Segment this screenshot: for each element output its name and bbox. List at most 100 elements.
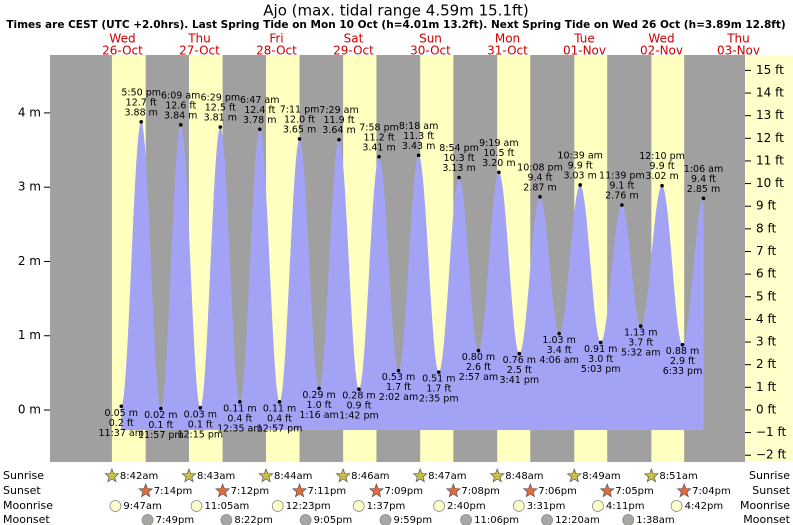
extreme-label: 0.11 m (223, 403, 256, 414)
row-label: Sunset (3, 484, 41, 497)
extreme-label: 3.7 ft (628, 338, 653, 349)
extreme-dot (357, 387, 361, 392)
weekday-label: Sun (419, 32, 442, 46)
extreme-label: 3.81 m (204, 113, 237, 124)
y2-tick-label: 4 ft (756, 312, 776, 326)
y2-tick-label: 12 ft (756, 131, 784, 145)
moonset-icon (379, 514, 392, 525)
sun-icon (181, 468, 197, 483)
date-label: 27-Oct (179, 44, 220, 58)
extreme-dot (578, 183, 582, 187)
extreme-label: 12.5 ft (205, 103, 236, 114)
extreme-label: 9.4 ft (691, 174, 716, 185)
extreme-label: 7:29 am (319, 105, 358, 116)
y2-tick-label: 3 ft (756, 335, 776, 349)
moonset-icon (299, 514, 312, 525)
y2-tick-label: 8 ft (756, 221, 776, 235)
extreme-dot (557, 331, 561, 336)
extreme-label: 5:03 pm (581, 364, 621, 375)
sun-icon (104, 468, 120, 483)
sun-icon (676, 483, 692, 498)
moonrise-time: 3:31pm (527, 501, 566, 512)
extreme-label: 3.0 ft (588, 354, 613, 365)
y2-tick-label: 6 ft (756, 267, 776, 281)
extreme-dot (680, 342, 685, 347)
moonset-icon (141, 514, 154, 525)
extreme-label: 2.6 ft (466, 362, 491, 373)
sun-icon (489, 468, 505, 483)
sun-icon (643, 468, 659, 483)
moonrise-time: 1:37pm (367, 501, 406, 512)
extreme-label: 12:57 pm (257, 423, 303, 434)
weekday-label: Sat (344, 32, 364, 46)
sun-icon (138, 483, 154, 498)
extreme-label: 5:50 pm (121, 87, 161, 98)
extreme-dot (416, 153, 421, 158)
extreme-label: 1:16 am (299, 410, 338, 421)
chart-subtitle: Times are CEST (UTC +2.0hrs). Last Sprin… (6, 19, 785, 31)
weekday-label: Fri (269, 32, 283, 46)
extreme-dot (159, 406, 163, 411)
row-label: Sunset (752, 484, 790, 497)
extreme-dot (277, 400, 282, 404)
extreme-label: 2.9 ft (670, 356, 695, 367)
moonset-icon (460, 514, 473, 525)
extreme-label: 0.88 m (666, 346, 699, 357)
extreme-label: 4:06 am (539, 355, 578, 366)
extreme-label: 3.13 m (442, 163, 475, 174)
extreme-label: 12.4 ft (244, 105, 275, 116)
extreme-dot (198, 405, 203, 410)
moonset-icon (220, 514, 233, 525)
moonset-time: 9:05pm (314, 515, 353, 525)
sun-icon (258, 468, 274, 483)
y2-tick-label: 11 ft (756, 153, 784, 167)
extreme-label: 0.91 m (584, 344, 617, 355)
extreme-label: 11:37 am (99, 428, 144, 439)
sunset-time: 7:05pm (615, 486, 654, 497)
weekday-label: Thu (187, 32, 211, 46)
extreme-label: 3.65 m (283, 124, 316, 135)
extreme-dot (178, 123, 183, 127)
date-label: 26-Oct (102, 44, 143, 58)
y2-tick-label: 1 ft (756, 380, 776, 394)
sunrise-time: 8:43am (197, 471, 235, 482)
extreme-label: 10.3 ft (444, 153, 475, 164)
y-tick-label: 2 m (18, 254, 41, 268)
extreme-label: 0.1 ft (148, 420, 173, 431)
extreme-dot (218, 125, 223, 129)
y2-tick-label: 13 ft (756, 108, 784, 122)
date-label: 28-Oct (256, 44, 297, 58)
sunrise-time: 8:42am (120, 471, 158, 482)
y2-tick-label: 0 ft (756, 402, 776, 416)
day-background (745, 55, 793, 462)
extreme-label: 1.03 m (542, 335, 575, 346)
sun-icon (522, 483, 538, 498)
extreme-label: 1:06 am (684, 164, 723, 175)
extreme-label: 12:35 am (217, 423, 262, 434)
extreme-label: 2.5 ft (507, 365, 532, 376)
extreme-label: 3.88 m (124, 107, 157, 118)
extreme-label: 11.2 ft (364, 132, 395, 143)
extreme-label: 3.20 m (482, 158, 515, 169)
y-tick-label: 3 m (18, 180, 41, 194)
y2-tick-label: −1 ft (756, 425, 787, 439)
moonrise-time: 9:47am (123, 501, 161, 512)
extreme-label: 9.9 ft (650, 161, 675, 172)
extreme-label: 2:02 am (379, 392, 418, 403)
moonrise-time: 11:05am (205, 501, 250, 512)
weekday-label: Tue (573, 32, 595, 46)
sun-icon (412, 468, 428, 483)
extreme-dot (317, 386, 321, 391)
sun-icon (291, 483, 308, 498)
sunrise-time: 8:48am (505, 471, 543, 482)
date-label: 30-Oct (410, 44, 451, 58)
extreme-label: 12:10 pm (639, 151, 685, 162)
row-label: Moonrise (740, 499, 790, 512)
extreme-dot (701, 196, 706, 201)
row-label: Sunrise (3, 469, 44, 482)
extreme-label: 0.9 ft (346, 401, 371, 412)
sunset-time: 7:14pm (154, 486, 193, 497)
extreme-label: 0.53 m (382, 372, 415, 383)
row-label: Moonset (743, 513, 790, 525)
